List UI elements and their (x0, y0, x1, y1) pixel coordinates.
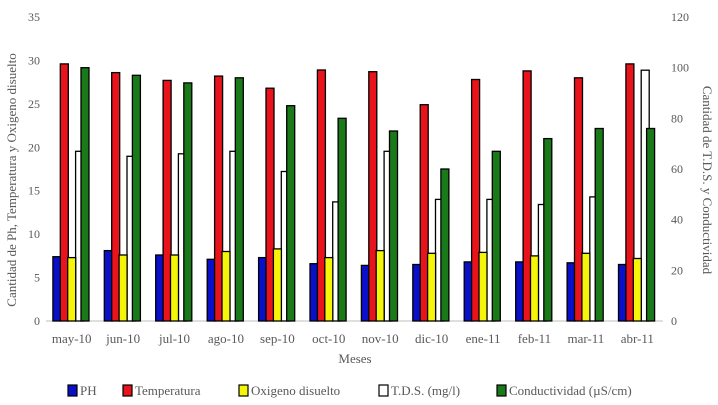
temperatura-bar (573, 77, 584, 322)
category-label: nov-10 (362, 331, 399, 346)
category-label: feb-11 (518, 331, 551, 346)
left-tick-label: 20 (28, 140, 40, 154)
temperatura-bar (265, 87, 275, 322)
temperatura-bar (419, 104, 429, 322)
right-tick-label: 0 (671, 314, 677, 328)
right-axis-ticks: 0 20 40 60 80 100 120 (671, 10, 689, 328)
oxigeno-bar (529, 255, 540, 322)
category-labels: may-10 jun-10 jul-10 ago-10 sep-10 oct-10 nov-… (52, 331, 654, 346)
left-tick-label: 10 (28, 227, 40, 241)
oxigeno-bar (478, 251, 488, 322)
legend-label: T.D.S. (mg/l) (391, 383, 460, 398)
left-tick-label: 15 (28, 184, 40, 198)
temperatura-bar (162, 79, 172, 322)
conductividad-bar (131, 74, 142, 322)
category-label: jul-10 (158, 331, 190, 346)
category-label: jun-10 (105, 331, 140, 346)
left-axis-ticks: 0 5 10 15 20 25 30 35 (28, 10, 40, 328)
conductividad-bar (594, 127, 604, 322)
legend-label: Oxigeno disuelto (251, 383, 340, 398)
oxigeno-bar (118, 254, 128, 322)
legend-swatch (122, 384, 133, 397)
left-tick-label: 35 (28, 10, 40, 24)
right-axis-label: Cantidad de T.D.S. y Conductividad (700, 86, 715, 275)
right-tick-label: 80 (671, 111, 683, 125)
conductividad-bar (388, 130, 399, 322)
right-tick-label: 20 (671, 263, 683, 277)
right-tick-label: 60 (671, 162, 683, 176)
oxigeno-bar (169, 254, 180, 322)
conductividad-bar (491, 150, 501, 322)
temperatura-bar (59, 63, 69, 322)
oxigeno-bar (221, 250, 231, 322)
legend-swatch (378, 384, 389, 397)
legend-label: Temperatura (135, 383, 201, 398)
right-tick-label: 40 (671, 213, 683, 227)
temperatura-bar (625, 63, 635, 322)
conductividad-bar (337, 117, 347, 322)
category-label: oct-10 (312, 331, 345, 346)
category-label: ago-10 (208, 331, 244, 346)
conductividad-bar (286, 105, 296, 322)
temperatura-bar (470, 78, 481, 322)
oxigeno-bar (272, 248, 283, 322)
left-tick-label: 25 (28, 97, 40, 111)
right-tick-label: 120 (671, 10, 689, 24)
legend-label: Conductividad (µS/cm) (509, 383, 632, 398)
conductividad-bar (543, 137, 553, 322)
conductividad-bar (440, 168, 450, 322)
oxigeno-bar (324, 256, 334, 322)
temperatura-bar (213, 75, 224, 322)
category-label: dic-10 (415, 331, 448, 346)
conductividad-bar (80, 67, 90, 322)
conductividad-bar (645, 127, 656, 322)
left-axis-label: Cantidad de Ph, Temperatura y Oxigeno di… (4, 53, 19, 306)
legend-swatch (496, 384, 507, 397)
left-tick-label: 0 (34, 314, 40, 328)
category-label: may-10 (52, 331, 92, 346)
x-axis-label: Meses (338, 351, 371, 366)
oxigeno-bar (632, 257, 642, 322)
category-label: sep-10 (260, 331, 295, 346)
conductividad-bar (183, 82, 193, 322)
category-label: ene-11 (466, 331, 501, 346)
oxigeno-bar (375, 249, 385, 322)
oxigeno-bar (581, 252, 591, 322)
legend: PH Temperatura Oxigeno disuelto T.D.S. (mg/… (67, 383, 632, 398)
oxigeno-bar (67, 256, 77, 322)
category-label: mar-11 (567, 331, 604, 346)
legend-label: PH (80, 383, 97, 398)
temperatura-bar (522, 70, 532, 322)
left-tick-label: 30 (28, 53, 40, 67)
right-tick-label: 100 (671, 61, 689, 75)
conductividad-bar (234, 77, 244, 322)
temperatura-bar (368, 71, 378, 322)
left-tick-label: 5 (34, 271, 40, 285)
category-label: abr-11 (621, 331, 654, 346)
bars (52, 63, 656, 322)
legend-swatch (67, 384, 78, 397)
oxigeno-bar (426, 252, 437, 322)
legend-swatch (238, 384, 249, 397)
temperatura-bar (111, 71, 121, 322)
temperatura-bar (316, 69, 327, 322)
